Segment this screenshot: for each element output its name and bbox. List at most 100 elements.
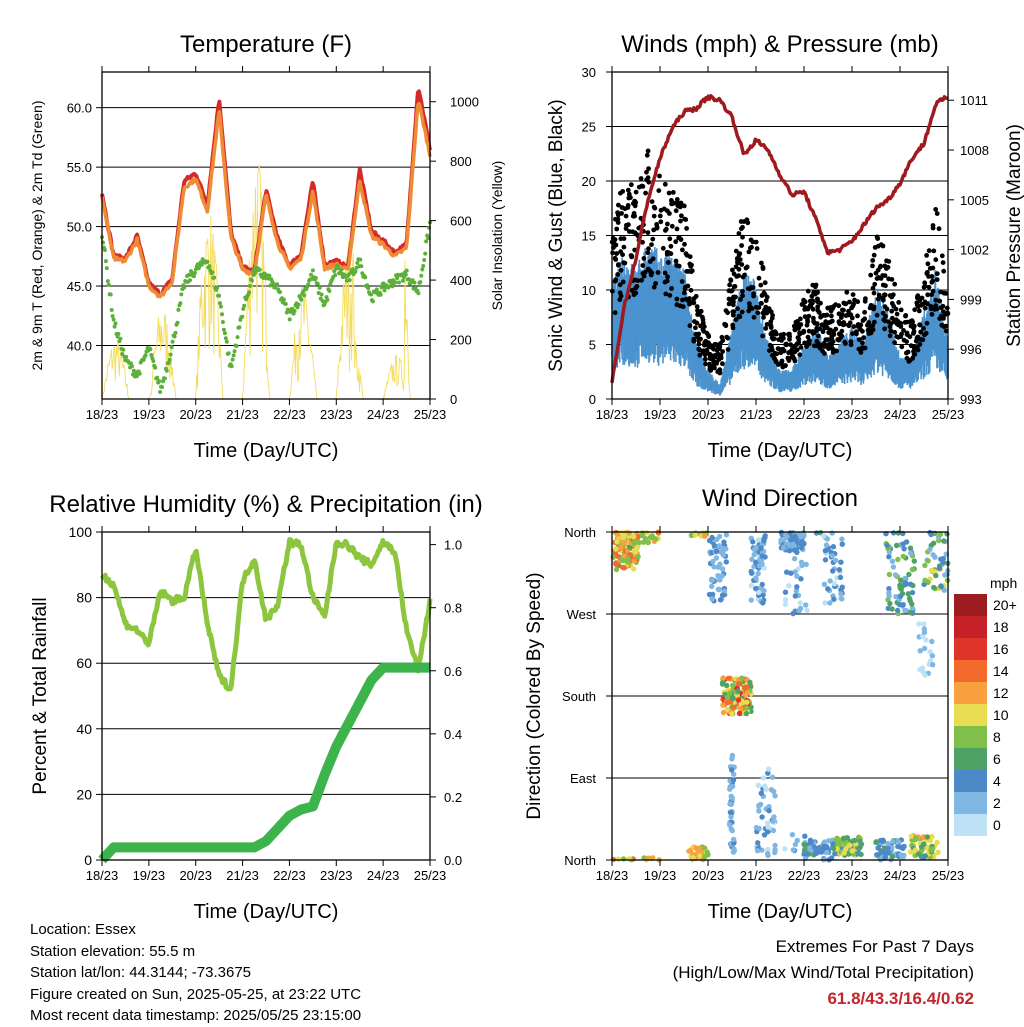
wind-gust-point — [819, 322, 825, 328]
wind-gust-point — [848, 342, 854, 348]
wind-direction-point — [890, 530, 897, 536]
wind-direction-point — [905, 591, 911, 597]
wind-direction-point — [632, 549, 638, 555]
wind-gust-point — [734, 274, 740, 279]
dewpoint-point — [333, 273, 338, 278]
y-tick-label: North — [564, 853, 596, 868]
wind-gust-point — [882, 304, 888, 309]
wind-gust-point — [887, 324, 893, 330]
latlon-text: Station lat/lon: 44.3144; -73.3675 — [30, 964, 252, 981]
wind-direction-point — [886, 590, 892, 596]
location-text: Location: Essex — [30, 921, 136, 938]
dewpoint-point — [205, 259, 210, 264]
dewpoint-point — [382, 288, 387, 293]
wind-gust-point — [918, 329, 924, 335]
wind-gust-point — [625, 205, 631, 211]
wind-gust-point — [931, 248, 937, 254]
dewpoint-point — [149, 353, 154, 357]
wind-direction-point — [839, 596, 845, 602]
dewpoint-point — [151, 359, 156, 363]
x-tick-label: 25/23 — [414, 407, 447, 422]
y-axis-title-3: Direction (Colored By Speed) — [524, 572, 545, 819]
wind-gust-point — [650, 256, 656, 262]
wind-direction-point — [756, 803, 762, 809]
wind-direction-point — [890, 838, 896, 845]
wind-gust-point — [911, 331, 916, 336]
dewpoint-point — [191, 274, 196, 279]
wind-direction-point — [758, 545, 764, 551]
wind-gust-point — [915, 304, 921, 309]
wind-direction-point — [818, 849, 824, 855]
y2-tick-label: 0 — [450, 392, 457, 407]
y-axis-title-1: Sonic Wind & Gust (Blue, Black) — [546, 99, 567, 371]
wind-gust-point — [743, 265, 749, 271]
wind-gust-point — [815, 296, 820, 302]
wind-gust-point — [937, 316, 943, 321]
wind-gust-point — [614, 226, 620, 232]
wind-gust-point — [930, 288, 936, 294]
wind-direction-point — [619, 557, 625, 564]
wind-gust-point — [856, 337, 862, 342]
y-tick-label: 50.0 — [67, 220, 92, 235]
wind-direction-point — [822, 548, 829, 554]
wind-direction-point — [790, 847, 796, 853]
wind-gust-point — [720, 361, 725, 367]
wind-gust-point — [944, 305, 950, 311]
wind-direction-point — [821, 581, 828, 587]
wind-gust-point — [862, 309, 867, 315]
wind-gust-point — [731, 309, 737, 314]
wind-gust-point — [754, 246, 760, 252]
wind-direction-point — [650, 855, 656, 861]
wind-gust-point — [825, 337, 831, 343]
wind-gust-point — [855, 313, 860, 319]
humidity-plot-area — [98, 537, 433, 864]
wind-gust-point — [850, 331, 855, 336]
wind-gust-point — [852, 297, 857, 303]
wind-direction-point — [882, 854, 889, 860]
y-tick-label: West — [567, 607, 597, 622]
wind-gust-point — [928, 304, 934, 309]
wind-gust-point — [613, 216, 618, 222]
wind-gust-point — [887, 333, 893, 339]
wind-gust-point — [760, 333, 765, 339]
x-tick-label: 22/23 — [788, 868, 821, 883]
wind-gust-point — [787, 337, 792, 342]
dewpoint-point — [336, 266, 341, 270]
wind-direction-point — [626, 856, 632, 862]
wind-gust-point — [711, 358, 716, 364]
y2-tick-label: 0.2 — [444, 790, 462, 805]
wind-direction-point — [756, 589, 762, 596]
wind-gust-point — [691, 296, 697, 301]
wind-gust-point — [764, 322, 770, 327]
wind-gust-point — [706, 332, 711, 338]
wind-gust-point — [695, 312, 700, 317]
wind-gust-point — [694, 304, 700, 310]
wind-direction-point — [744, 699, 750, 705]
wind-direction-point — [801, 841, 807, 847]
wind-gust-point — [865, 322, 870, 328]
x-tick-label: 18/23 — [86, 407, 119, 422]
wind-gust-point — [738, 297, 743, 302]
wind-gust-point — [760, 310, 766, 316]
wind-direction-point — [897, 593, 904, 599]
wind-gust-point — [809, 300, 815, 306]
wind-direction-point — [934, 839, 940, 845]
wind-gust-point — [930, 265, 936, 271]
wind-gust-point — [885, 264, 891, 270]
wind-direction-point — [909, 601, 915, 607]
dewpoint-point — [359, 264, 364, 269]
wind-direction-point — [729, 828, 735, 834]
plot-frame — [611, 531, 949, 861]
wind-gust-point — [929, 274, 935, 279]
wind-gust-point — [680, 247, 685, 253]
wind-gust-point — [645, 230, 651, 236]
dewpoint-point — [105, 279, 110, 284]
wind-direction-point — [930, 552, 936, 558]
dewpoint-point — [229, 364, 234, 369]
dewpoint-point — [419, 273, 424, 278]
wind-gust-point — [940, 303, 946, 309]
colorbar-swatch — [954, 682, 987, 704]
wind-gust-point — [880, 282, 886, 288]
wind-gust-point — [890, 292, 896, 298]
wind-direction-point — [618, 545, 624, 551]
